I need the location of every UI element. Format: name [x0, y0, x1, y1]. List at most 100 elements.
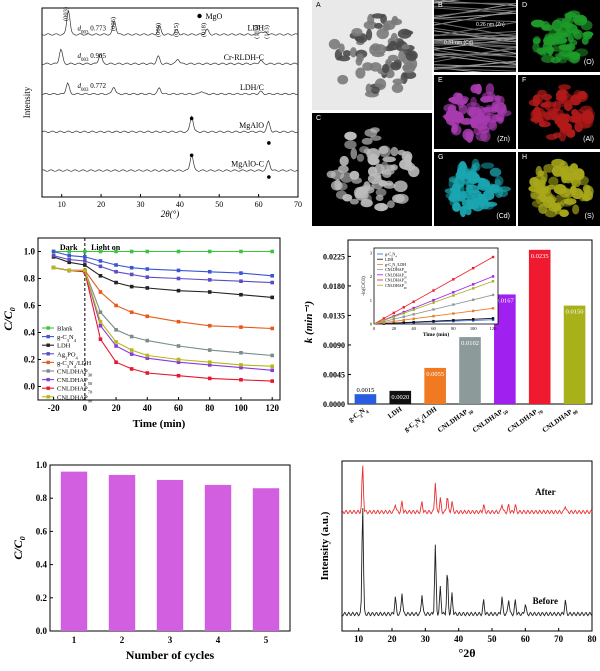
trace-label: MgAlO — [239, 121, 264, 130]
y-tick-label: 0.8 — [36, 493, 48, 503]
tem-element-label: (S) — [584, 213, 594, 220]
data-point — [270, 295, 274, 300]
data-point — [176, 288, 181, 293]
x-tick-label: 50 — [488, 634, 498, 644]
inset-point — [392, 321, 396, 325]
inset-point — [491, 280, 495, 283]
xrd-trace — [341, 465, 593, 515]
category-label: g-C3N4 — [347, 405, 371, 426]
inset-point — [412, 313, 415, 316]
xrd-before-after-chart: After Before 10 20 30 40 50 60 70 80 °2θ Intensity … — [319, 460, 597, 660]
inset-x-tick-label: 100 — [470, 326, 478, 331]
data-point — [239, 279, 243, 283]
legend-label: g-C3N4 — [57, 334, 77, 343]
degradation-chart: Dark Light on Blankg-C3N4LDHAg3PO4g-C3N4/L… — [1, 237, 281, 430]
data-point — [270, 364, 274, 369]
tem-panel-label: D — [522, 2, 528, 9]
data-point — [83, 259, 87, 263]
y-axis-label: Intensity (a.u.) — [319, 511, 331, 580]
inset-x-tick-label: 0 — [373, 326, 376, 331]
d-spacing-label: d003 0.905 — [77, 52, 106, 63]
bar-value-label: 0.0167 — [496, 297, 515, 304]
inset-point — [432, 308, 435, 311]
x-axis-label: Time (min) — [133, 418, 186, 430]
inset-x-tick-label: 40 — [411, 326, 416, 331]
data-point — [145, 338, 150, 343]
x-tick-label: 5 — [264, 635, 269, 645]
xrd-trace — [41, 154, 299, 172]
x-tick-label: 10 — [354, 634, 364, 644]
x-tick-label: 30 — [136, 200, 144, 209]
xrd-trace — [41, 115, 299, 133]
inset-point — [432, 319, 435, 323]
x-tick-label: 50 — [215, 200, 223, 209]
data-point — [239, 249, 243, 254]
inset-point — [491, 318, 495, 321]
data-point — [145, 275, 150, 279]
tem-panel-label: G — [438, 154, 444, 161]
bar — [60, 471, 88, 631]
data-point — [129, 310, 134, 315]
tem-particles — [528, 158, 594, 218]
y-tick-label: 0.0225 — [323, 252, 345, 261]
tem-panel-label: F — [522, 77, 527, 84]
inset-x-label: Time (min) — [423, 331, 449, 338]
inset-legend-label: LDH — [385, 257, 393, 262]
legend-label: CNLDHAP30 — [57, 369, 93, 378]
trace-label: Before — [533, 596, 558, 606]
dark-label: Dark — [60, 243, 78, 252]
x-tick-label: 70 — [554, 634, 564, 644]
inset-x-tick-label: 60 — [431, 326, 436, 331]
inset-point — [491, 255, 495, 259]
inset-x-tick-label: 20 — [392, 326, 397, 331]
data-point — [67, 253, 72, 258]
inset-point — [491, 275, 495, 278]
data-point — [51, 249, 56, 254]
data-point — [67, 260, 72, 265]
y-tick-label: 0.0090 — [323, 341, 345, 350]
data-point — [145, 371, 150, 375]
data-point — [176, 373, 181, 378]
mgo-marker — [267, 175, 271, 179]
data-point — [114, 360, 118, 364]
x-tick-label: 120 — [265, 403, 279, 413]
inset-point — [412, 317, 415, 320]
inset-point — [412, 306, 415, 310]
x-tick-label: 40 — [143, 403, 153, 413]
legend-label: g-C3N4/LDH — [57, 360, 91, 369]
legend-marker — [46, 386, 50, 390]
bar — [494, 294, 516, 404]
x-tick-label: 40 — [454, 634, 464, 644]
inset-point — [472, 318, 475, 321]
x-tick-label: 20 — [97, 200, 105, 209]
data-point — [207, 376, 212, 381]
data-point — [51, 265, 56, 270]
inset-point — [432, 289, 435, 292]
data-point — [207, 323, 212, 328]
y-tick-label: 0.6 — [36, 526, 48, 536]
data-point — [83, 249, 87, 254]
data-point — [239, 377, 243, 382]
inset-point — [382, 319, 386, 322]
x-axis-label: °2θ — [458, 646, 475, 660]
legend-label: LDH — [57, 343, 71, 350]
tem-panel-f: F (Al) — [518, 75, 600, 149]
inset-point — [472, 287, 475, 290]
tem-panel-h: H (S) — [518, 152, 600, 226]
x-tick-label: 20 — [112, 403, 122, 413]
hkl-label: (110) — [254, 25, 261, 39]
xrd-trace — [41, 48, 299, 65]
xrd-trace — [41, 9, 299, 36]
data-point — [207, 269, 212, 274]
data-point — [98, 337, 103, 342]
rate-constant-chart: 0.0015 g-C3N4 0.0020 LDH 0.0055 g-C3N4/LDH 0.0… — [303, 239, 593, 434]
inset-point — [432, 299, 435, 302]
x-tick-label: 4 — [216, 635, 221, 645]
inset-point — [452, 303, 455, 306]
inset-x-tick-label: 120 — [490, 326, 498, 331]
y-tick-label: 0.2 — [24, 355, 36, 365]
inset-point — [491, 307, 495, 310]
y-tick-label: 0.4 — [24, 328, 36, 338]
x-tick-label: 40 — [176, 200, 184, 209]
inset-point — [472, 283, 475, 286]
